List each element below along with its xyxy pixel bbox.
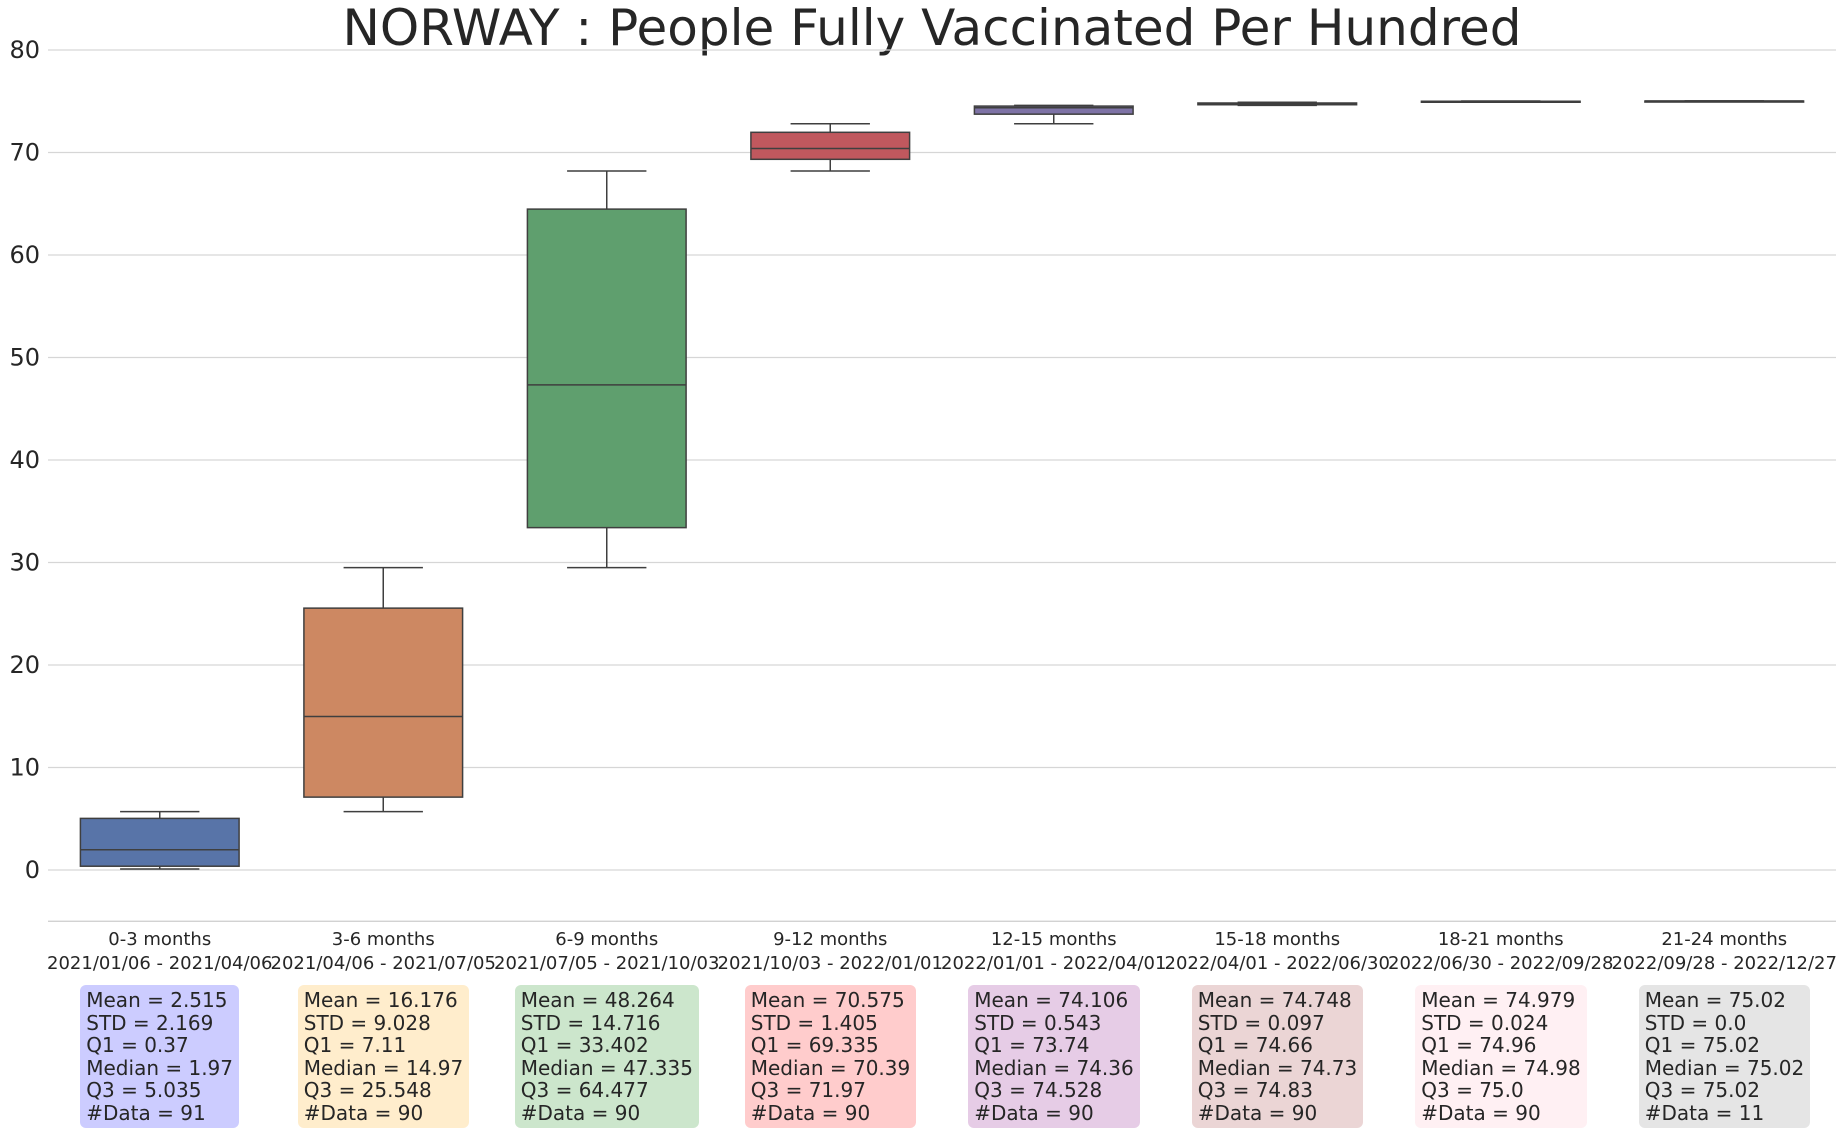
- x-tick-range-label: 2022/01/01 - 2022/04/01: [941, 953, 1166, 974]
- box-5: [1197, 101, 1358, 107]
- stat-line: Q1 = 0.37: [86, 1033, 189, 1057]
- box-4: [973, 104, 1134, 125]
- stat-line: #Data = 90: [303, 1100, 424, 1125]
- stat-line: Median = 47.335: [520, 1055, 693, 1080]
- x-tick-range-label: 2022/04/01 - 2022/06/30: [1165, 953, 1390, 974]
- stat-line: STD = 2.169: [86, 1010, 214, 1035]
- stat-line: Mean = 74.748: [1197, 988, 1352, 1012]
- stat-line: STD = 9.028: [303, 1010, 431, 1035]
- stat-line: Mean = 74.979: [1421, 988, 1576, 1012]
- stat-line: #Data = 90: [1197, 1100, 1318, 1125]
- stat-line: Mean = 48.264: [520, 988, 675, 1012]
- stat-line: #Data = 90: [974, 1100, 1094, 1125]
- x-tick-label: 15-18 months: [1214, 929, 1340, 950]
- x-tick-label: 3-6 months: [332, 929, 435, 950]
- x-tick-label: 6-9 months: [555, 929, 658, 950]
- iqr-box: [526, 208, 687, 529]
- y-axis-tick-labels: 0 10 20 30 40 50 60 70 80: [9, 36, 40, 884]
- stat-line: #Data = 91: [86, 1100, 206, 1125]
- x-tick-range-label: 2022/09/28 - 2022/12/27: [1612, 953, 1837, 974]
- y-tick-label: 10: [9, 754, 40, 782]
- stat-annotation-box: Mean = 74.748 STD = 0.097 Q1 = 74.66 Median…: [1191, 985, 1364, 1128]
- stat-line: #Data = 90: [520, 1100, 641, 1125]
- x-tick-label: 12-15 months: [991, 929, 1117, 950]
- iqr-box: [973, 105, 1134, 115]
- stat-line: Q3 = 75.0: [1421, 1078, 1524, 1102]
- stat-line: Q1 = 33.402: [520, 1033, 649, 1057]
- stat-line: Q3 = 5.035: [86, 1078, 202, 1102]
- x-tick-range-label: 2022/06/30 - 2022/09/28: [1388, 953, 1613, 974]
- stat-line: Q3 = 71.97: [750, 1078, 866, 1102]
- y-tick-label: 60: [9, 241, 40, 269]
- stat-line: STD = 0.024: [1421, 1010, 1549, 1035]
- iqr-box: [79, 817, 240, 867]
- stat-line: STD = 0.543: [974, 1010, 1102, 1035]
- y-tick-label: 30: [9, 549, 40, 577]
- stat-line: Q1 = 74.66: [1197, 1033, 1313, 1057]
- stat-line: Q1 = 73.74: [974, 1033, 1090, 1057]
- stat-line: STD = 1.405: [750, 1010, 878, 1035]
- stat-line: #Data = 11: [1644, 1100, 1765, 1125]
- x-axis-category-labels: 0-3 months 2021/01/06 - 2021/04/06 3-6 mon…: [47, 929, 1837, 974]
- stat-line: Mean = 75.02: [1644, 988, 1786, 1012]
- x-tick-range-label: 2021/04/06 - 2021/07/05: [271, 953, 496, 974]
- y-tick-label: 50: [9, 344, 40, 372]
- stat-line: Q1 = 69.335: [750, 1033, 879, 1057]
- stat-line: Mean = 70.575: [750, 988, 905, 1012]
- y-tick-label: 20: [9, 651, 40, 679]
- stat-annotation-box: Mean = 48.264 STD = 14.716 Q1 = 33.402 Medi…: [514, 985, 699, 1128]
- y-tick-label: 0: [25, 856, 40, 884]
- box-1: [303, 566, 464, 813]
- x-tick-label: 21-24 months: [1661, 929, 1787, 950]
- x-tick-range-label: 2021/01/06 - 2021/04/06: [47, 953, 272, 974]
- stat-line: Median = 1.97: [86, 1055, 233, 1080]
- stat-line: #Data = 90: [1421, 1100, 1541, 1125]
- box-7: [1644, 100, 1805, 103]
- stat-line: Mean = 74.106: [974, 988, 1129, 1012]
- x-tick-range-label: 2021/10/03 - 2022/01/01: [718, 953, 943, 974]
- stat-annotation-box: Mean = 75.02 STD = 0.0 Q1 = 75.02 Median = …: [1638, 985, 1811, 1128]
- y-tick-label: 40: [9, 446, 40, 474]
- chart-title: NORWAY : People Fully Vaccinated Per Hun…: [342, 0, 1521, 57]
- stat-annotation-box: Mean = 2.515 STD = 2.169 Q1 = 0.37 Median =…: [80, 985, 239, 1128]
- boxes: [79, 100, 1805, 870]
- x-tick-label: 0-3 months: [108, 929, 211, 950]
- stat-line: Median = 74.36: [974, 1055, 1134, 1080]
- stat-line: Q1 = 74.96: [1421, 1033, 1537, 1057]
- stat-line: Median = 14.97: [303, 1055, 464, 1080]
- stat-line: Q3 = 74.528: [974, 1078, 1103, 1102]
- stat-annotation-box: Mean = 74.106 STD = 0.543 Q1 = 73.74 Median…: [968, 985, 1140, 1128]
- stat-line: Q3 = 75.02: [1644, 1078, 1760, 1102]
- stat-line: Q3 = 64.477: [520, 1078, 649, 1102]
- x-tick-label: 9-12 months: [773, 929, 887, 950]
- y-tick-label: 80: [9, 36, 40, 64]
- stat-line: Mean = 16.176: [303, 988, 458, 1012]
- iqr-box: [750, 131, 911, 161]
- stat-line: Median = 70.39: [750, 1055, 911, 1080]
- stat-line: STD = 0.0: [1644, 1010, 1747, 1035]
- stat-line: #Data = 90: [750, 1100, 871, 1125]
- x-tick-range-label: 2021/07/05 - 2021/10/03: [494, 953, 719, 974]
- iqr-box: [303, 607, 464, 798]
- box-2: [526, 170, 687, 569]
- box-0: [79, 810, 240, 870]
- stat-line: STD = 14.716: [520, 1010, 661, 1035]
- stat-annotation-box: Mean = 16.176 STD = 9.028 Q1 = 7.11 Median …: [297, 985, 470, 1128]
- stat-line: Median = 74.73: [1197, 1055, 1358, 1080]
- stat-annotation-box: Mean = 74.979 STD = 0.024 Q1 = 74.96 Median…: [1415, 985, 1587, 1128]
- stat-line: Median = 74.98: [1421, 1055, 1581, 1080]
- box-3: [750, 123, 911, 172]
- stat-line: Q1 = 75.02: [1644, 1033, 1760, 1057]
- stat-line: Q3 = 74.83: [1197, 1078, 1313, 1102]
- stat-annotation-box: Mean = 70.575 STD = 1.405 Q1 = 69.335 Media…: [744, 985, 917, 1128]
- y-tick-label: 70: [9, 139, 40, 167]
- stat-line: Q1 = 7.11: [303, 1033, 407, 1057]
- box-6: [1420, 100, 1581, 103]
- x-tick-label: 18-21 months: [1438, 929, 1564, 950]
- stat-line: STD = 0.097: [1197, 1010, 1325, 1035]
- stat-line: Mean = 2.515: [86, 988, 228, 1012]
- stat-line: Median = 75.02: [1644, 1055, 1805, 1080]
- stat-line: Q3 = 25.548: [303, 1078, 432, 1102]
